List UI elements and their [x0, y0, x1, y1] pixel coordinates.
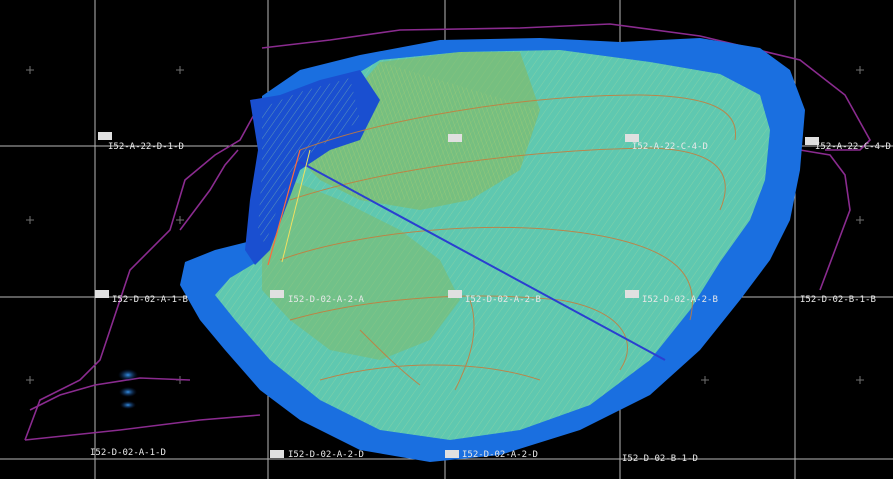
channel-edge-line	[267, 149, 301, 266]
grid-label: I52-A-22-C-4-D	[632, 142, 708, 152]
grid-label: I52-D-02-A-2-B	[642, 295, 718, 305]
site-boundary	[24, 23, 871, 441]
grid-labels: I52-A-22-D-1-D I52-A-22-C-4-D I52-A-22-C…	[90, 132, 891, 464]
grid-label: I52-D-02-B-1-B	[800, 295, 876, 305]
section-line	[299, 161, 666, 361]
grid-label: I52-D-02-B-1-D	[622, 454, 698, 464]
grid-label: I52-D-02-A-2-D	[288, 450, 364, 460]
grid-label: I52-A-22-C-4-D	[815, 142, 891, 152]
pond-features	[118, 369, 138, 409]
grid-label: I52-A-22-D-1-D	[108, 142, 184, 152]
terrain-zone-west	[262, 180, 460, 360]
contour-lines	[279, 94, 737, 391]
grid-label: I52-D-02-A-2-A	[288, 295, 364, 305]
grid-label: I52-D-02-A-1-D	[90, 448, 166, 458]
channel-hatch	[258, 78, 360, 245]
grid-label: I52-D-02-A-2-B	[465, 295, 541, 305]
grid-label: I52-D-02-A-1-B	[112, 295, 188, 305]
grid-label: I52-D-02-A-2-D	[462, 450, 538, 460]
channel-axis-line	[281, 149, 311, 263]
